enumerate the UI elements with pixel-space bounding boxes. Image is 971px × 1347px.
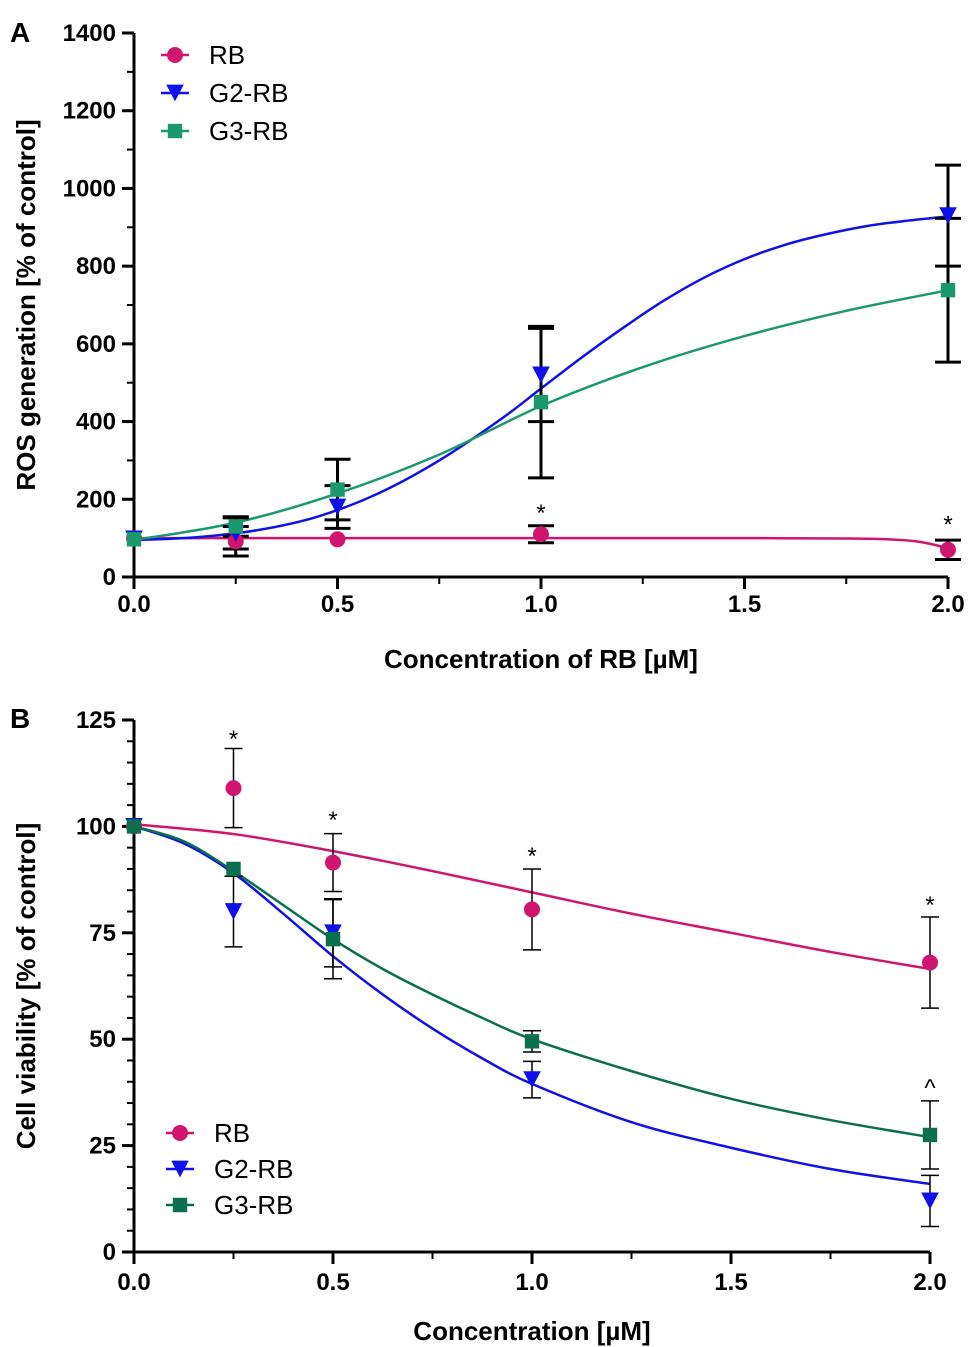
legend-entry-rb: RB: [166, 1118, 250, 1148]
significance-mark: *: [925, 892, 934, 919]
data-point-rb: [329, 531, 346, 548]
fit-curve-rb: [134, 536, 949, 551]
y-tick-label: 125: [76, 707, 116, 734]
data-point-g3-rb: [524, 1034, 540, 1049]
data-point-g3-rb: [940, 283, 956, 298]
data-point-rb: [225, 780, 242, 797]
data-point-g2-rb: [328, 498, 347, 516]
x-tick-label: 2.0: [913, 1269, 946, 1296]
y-tick-label: 0: [103, 564, 116, 591]
data-point-rb: [524, 901, 540, 918]
x-tick-label: 0.0: [117, 591, 150, 618]
legend-entry-g2-rb: G2-RB: [161, 78, 288, 108]
fit-curve-g2-rb: [133, 825, 931, 1186]
legend: RB G2-RB G3-RB: [161, 40, 288, 146]
x-tick-label: 0.5: [316, 1269, 349, 1296]
x-axis-title: Concentration of RB [µM]: [384, 644, 698, 674]
x-tick-label: 1.0: [515, 1269, 548, 1296]
legend-label: G2-RB: [214, 1154, 293, 1184]
significance-mark: *: [229, 726, 238, 753]
y-tick-label: 75: [89, 920, 116, 947]
significance-mark: ^: [924, 1075, 936, 1102]
data-point-g3-rb: [228, 519, 243, 534]
legend-label: RB: [214, 1118, 250, 1148]
significance-mark: *: [943, 512, 952, 539]
chart-panel-a: A 0 200 400 600 800 1000 1200 1400 0.0 0.5 1.0 1.5 2.…: [10, 17, 965, 674]
data-point-g2-rb: [939, 207, 957, 225]
data-point-rb: [533, 526, 549, 543]
data-point-g3-rb: [325, 931, 341, 947]
data-point-g3-rb: [226, 861, 241, 877]
y-axis-title: Cell viability [% of control]: [11, 823, 41, 1149]
data-point-rb: [940, 541, 956, 558]
legend-marker: [167, 123, 183, 139]
legend-entry-g3-rb: G3-RB: [166, 1190, 293, 1220]
legend-marker: [171, 1160, 189, 1178]
y-tick-label: 100: [76, 813, 116, 840]
data-point-g3-rb: [126, 819, 142, 834]
data-point-g2-rb: [224, 903, 243, 920]
data-point-g3-rb: [126, 532, 142, 547]
data-point-g2-rb: [523, 1071, 541, 1089]
legend-entry-rb: RB: [161, 40, 245, 70]
y-tick-label: 50: [89, 1026, 116, 1053]
y-tick-label: 1400: [63, 20, 116, 47]
legend-label: RB: [209, 40, 245, 70]
x-tick-label: 0.5: [321, 591, 354, 618]
legend-marker: [166, 84, 184, 102]
legend-marker: [172, 1125, 188, 1141]
data-point-g2-rb: [921, 1192, 939, 1210]
x-tick-label: 1.5: [728, 591, 761, 618]
chart-panel-b: B 0 25 50 75 100 125 0.0 0.5 1.0 1.5 2.0 Concentrati…: [10, 703, 947, 1346]
y-tick-label: 600: [76, 331, 116, 358]
legend-marker: [167, 47, 183, 63]
legend-entry-g3-rb: G3-RB: [161, 116, 288, 146]
y-axis-title: ROS generation [% of control]: [11, 119, 41, 490]
significance-mark: *: [328, 807, 337, 834]
legend: RB G2-RB G3-RB: [166, 1118, 293, 1220]
x-axis-title: Concentration [µM]: [413, 1316, 650, 1346]
x-tick-label: 1.5: [714, 1269, 747, 1296]
y-tick-label: 400: [76, 409, 116, 436]
fit-curve-g2-rb: [133, 215, 949, 542]
x-tick-label: 0.0: [117, 1269, 150, 1296]
legend-entry-g2-rb: G2-RB: [166, 1154, 293, 1184]
legend-label: G3-RB: [209, 116, 288, 146]
significance-mark: *: [527, 843, 536, 870]
y-tick-label: 200: [76, 486, 116, 513]
data-point-g3-rb: [533, 394, 549, 410]
data-point-g2-rb: [532, 366, 550, 384]
significance-mark: *: [536, 500, 545, 527]
y-tick-label: 800: [76, 253, 116, 280]
data-point-g3-rb: [330, 482, 345, 497]
panel-label: B: [10, 703, 30, 734]
y-tick-label: 25: [89, 1133, 116, 1160]
data-point-rb: [325, 854, 341, 871]
legend-label: G3-RB: [214, 1190, 293, 1220]
data-point-g3-rb: [922, 1127, 938, 1143]
legend-label: G2-RB: [209, 78, 288, 108]
data-point-rb: [922, 954, 938, 971]
x-tick-label: 2.0: [931, 591, 964, 618]
legend-marker: [172, 1197, 188, 1213]
x-tick-label: 1.0: [524, 591, 557, 618]
y-tick-label: 1000: [63, 175, 116, 202]
y-tick-label: 1200: [63, 98, 116, 125]
y-tick-label: 0: [103, 1239, 116, 1266]
panel-label: A: [10, 17, 30, 48]
